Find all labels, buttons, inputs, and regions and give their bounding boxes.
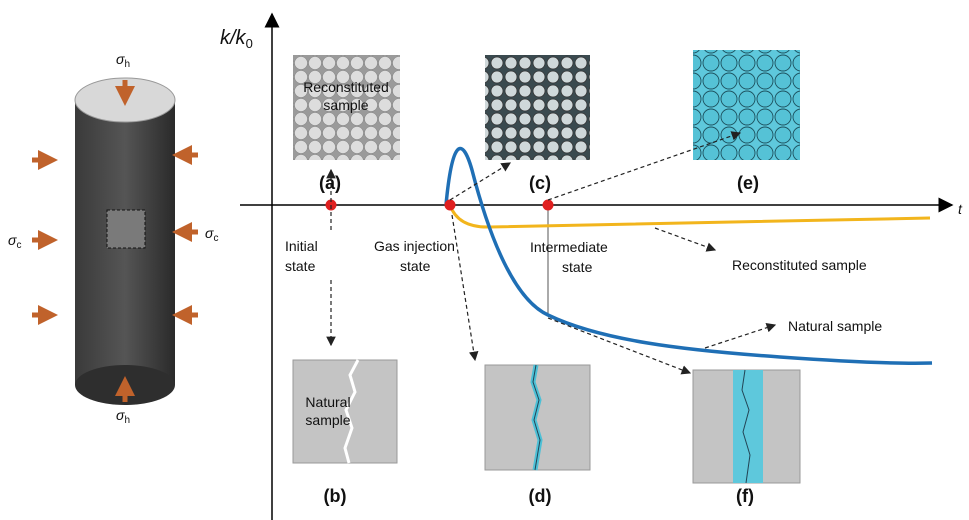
text: σ	[116, 407, 125, 423]
curve-label: Natural sample	[788, 318, 882, 334]
text: σ	[8, 232, 17, 248]
text: σ	[205, 225, 214, 241]
fracture	[733, 370, 763, 483]
panel-caption: Natural	[305, 394, 350, 410]
text: σ	[116, 51, 125, 67]
fracture	[532, 364, 541, 471]
panel-caption: sample	[323, 97, 368, 113]
text: k/k	[220, 27, 247, 49]
y-axis-label: k/k0	[220, 27, 253, 51]
panel-label: (d)	[529, 486, 552, 506]
curve-label: Reconstituted sample	[732, 257, 867, 273]
text: c	[213, 233, 218, 244]
text: 0	[246, 36, 253, 51]
state-label: Initial	[285, 238, 318, 254]
arrows	[326, 131, 777, 375]
text: c	[16, 240, 21, 251]
state-label: Intermediate	[530, 239, 608, 255]
stress-label: σc	[205, 225, 218, 244]
curve-natural	[444, 146, 933, 365]
panel-label: (a)	[319, 173, 341, 193]
panel-label: (e)	[737, 173, 759, 193]
panel-label: (f)	[736, 486, 754, 506]
fracture	[741, 369, 751, 484]
panel-image	[485, 55, 590, 160]
panel-image	[293, 55, 400, 160]
panel-label: (c)	[529, 173, 551, 193]
panel-label: (b)	[324, 486, 347, 506]
fracture	[343, 359, 360, 464]
cylinder	[32, 77, 198, 405]
state-point	[444, 199, 456, 211]
stress-label: σh	[116, 407, 130, 426]
state-label: state	[285, 258, 316, 274]
state-label: Gas injection	[374, 238, 455, 254]
panel-caption: sample	[305, 412, 350, 428]
state-label: state	[562, 259, 593, 275]
state-label: state	[400, 258, 431, 274]
state-point	[542, 199, 554, 211]
text: h	[124, 415, 130, 426]
panel-caption: Reconstituted	[303, 79, 389, 95]
panel-image	[693, 50, 800, 160]
stress-label: σc	[8, 232, 21, 251]
text: h	[124, 59, 130, 70]
x-axis-label: t	[958, 201, 963, 217]
stress-label: σh	[116, 51, 130, 70]
curve-reconstituted	[448, 204, 931, 229]
